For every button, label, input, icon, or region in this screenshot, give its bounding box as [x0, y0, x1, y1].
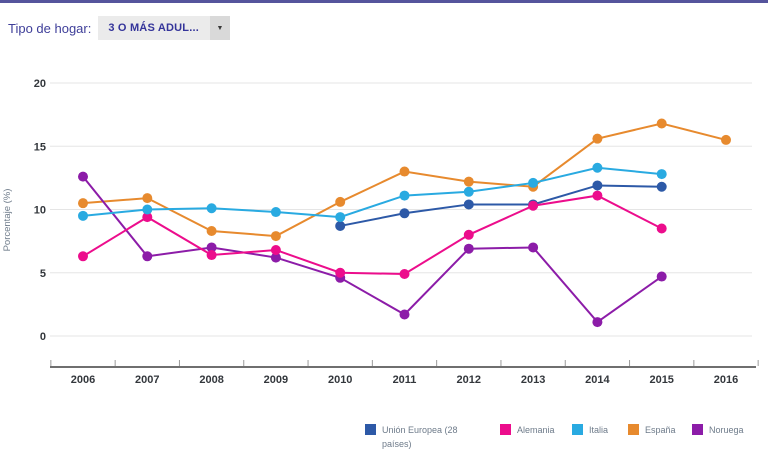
x-tick-label: 2016 [714, 374, 738, 386]
legend-item-union-europea[interactable]: Unión Europea (28 países) [365, 423, 477, 451]
data-point[interactable] [270, 252, 281, 263]
series-line-2 [82, 166, 662, 219]
y-tick-label: 15 [34, 141, 46, 153]
data-point[interactable] [463, 186, 474, 197]
legend-swatch-noruega [692, 424, 703, 435]
data-point[interactable] [78, 198, 88, 209]
data-point[interactable] [592, 162, 603, 173]
legend-label: Unión Europea (28 países) [382, 425, 458, 449]
household-type-label: Tipo de hogar: [8, 20, 92, 36]
data-point[interactable] [592, 180, 603, 191]
legend-swatch-alemania [500, 424, 511, 435]
data-point[interactable] [335, 267, 346, 278]
data-point[interactable] [399, 269, 410, 280]
data-point[interactable] [270, 207, 281, 218]
household-type-dropdown[interactable]: 3 O MÁS ADUL... ▼ [98, 16, 230, 40]
data-point[interactable] [656, 271, 667, 282]
x-tick-label: 2013 [521, 374, 545, 386]
data-point[interactable] [78, 210, 88, 221]
data-point[interactable] [463, 229, 474, 240]
y-tick-label: 20 [34, 78, 46, 90]
data-point[interactable] [142, 193, 153, 204]
legend-item-alemania[interactable]: Alemania [500, 423, 555, 437]
legend-label: Italia [589, 425, 609, 435]
data-point[interactable] [142, 204, 153, 215]
data-point[interactable] [78, 251, 88, 262]
y-axis-title: Porcentaje (%) [2, 189, 13, 252]
y-tick-label: 0 [40, 331, 46, 343]
data-point[interactable] [656, 223, 667, 234]
legend-label: Alemania [517, 425, 555, 435]
data-point[interactable] [142, 251, 153, 262]
legend-item-espana[interactable]: España [628, 423, 676, 437]
data-point[interactable] [656, 181, 667, 192]
data-point[interactable] [528, 177, 539, 188]
data-point[interactable] [656, 169, 667, 180]
data-point[interactable] [528, 242, 539, 253]
legend-item-noruega[interactable]: Noruega [692, 423, 744, 437]
x-tick-label: 2009 [264, 374, 288, 386]
data-point[interactable] [399, 309, 410, 320]
legend-label: España [645, 425, 676, 435]
data-point[interactable] [592, 317, 603, 328]
x-axis-line [50, 366, 756, 368]
data-point[interactable] [270, 231, 281, 242]
x-tick-label: 2012 [457, 374, 481, 386]
line-chart: 0 5 10 15 20 Porcentaje (%) 2006 2007 2008 2009 20… [0, 60, 768, 410]
legend-swatch-union-europea [365, 424, 376, 435]
data-point[interactable] [399, 190, 410, 201]
data-point[interactable] [206, 250, 217, 261]
legend-label: Noruega [709, 425, 744, 435]
series-line-1 [82, 194, 663, 276]
x-tick-label: 2011 [393, 374, 417, 386]
data-point[interactable] [206, 226, 217, 237]
legend-swatch-italia [572, 424, 583, 435]
x-tick-label: 2006 [71, 374, 95, 386]
data-point[interactable] [206, 242, 217, 253]
y-tick-label: 10 [34, 205, 46, 217]
data-point[interactable] [206, 203, 217, 214]
dropdown-selected-value: 3 O MÁS ADUL... [98, 16, 210, 40]
data-point[interactable] [142, 212, 153, 223]
data-point[interactable] [592, 190, 603, 201]
data-point[interactable] [335, 212, 346, 223]
x-tick-label: 2010 [328, 374, 352, 386]
y-tick-label: 5 [40, 268, 46, 280]
data-point[interactable] [528, 200, 539, 211]
data-point[interactable] [399, 208, 410, 219]
chevron-down-icon[interactable]: ▼ [209, 16, 230, 40]
x-tick-label: 2015 [649, 374, 673, 386]
data-point[interactable] [463, 243, 474, 254]
legend-swatch-espana [628, 424, 639, 435]
x-tick-label: 2007 [135, 374, 159, 386]
data-point[interactable] [721, 134, 731, 145]
series-line-3 [82, 122, 727, 238]
series-line-0 [340, 184, 662, 227]
data-point[interactable] [656, 118, 667, 129]
legend-item-italia[interactable]: Italia [572, 423, 608, 437]
data-point[interactable] [270, 244, 281, 255]
series-line-4 [82, 175, 663, 324]
x-tick-label: 2008 [199, 374, 223, 386]
x-tick-label: 2014 [585, 374, 610, 386]
data-point[interactable] [78, 171, 88, 182]
data-point[interactable] [463, 176, 474, 187]
data-point[interactable] [592, 133, 603, 144]
data-point[interactable] [399, 166, 410, 177]
data-point[interactable] [335, 220, 346, 231]
top-accent-bar [0, 0, 768, 3]
data-point[interactable] [463, 199, 474, 210]
filter-bar: Tipo de hogar: 3 O MÁS ADUL... ▼ [8, 16, 230, 40]
data-point[interactable] [335, 196, 346, 207]
